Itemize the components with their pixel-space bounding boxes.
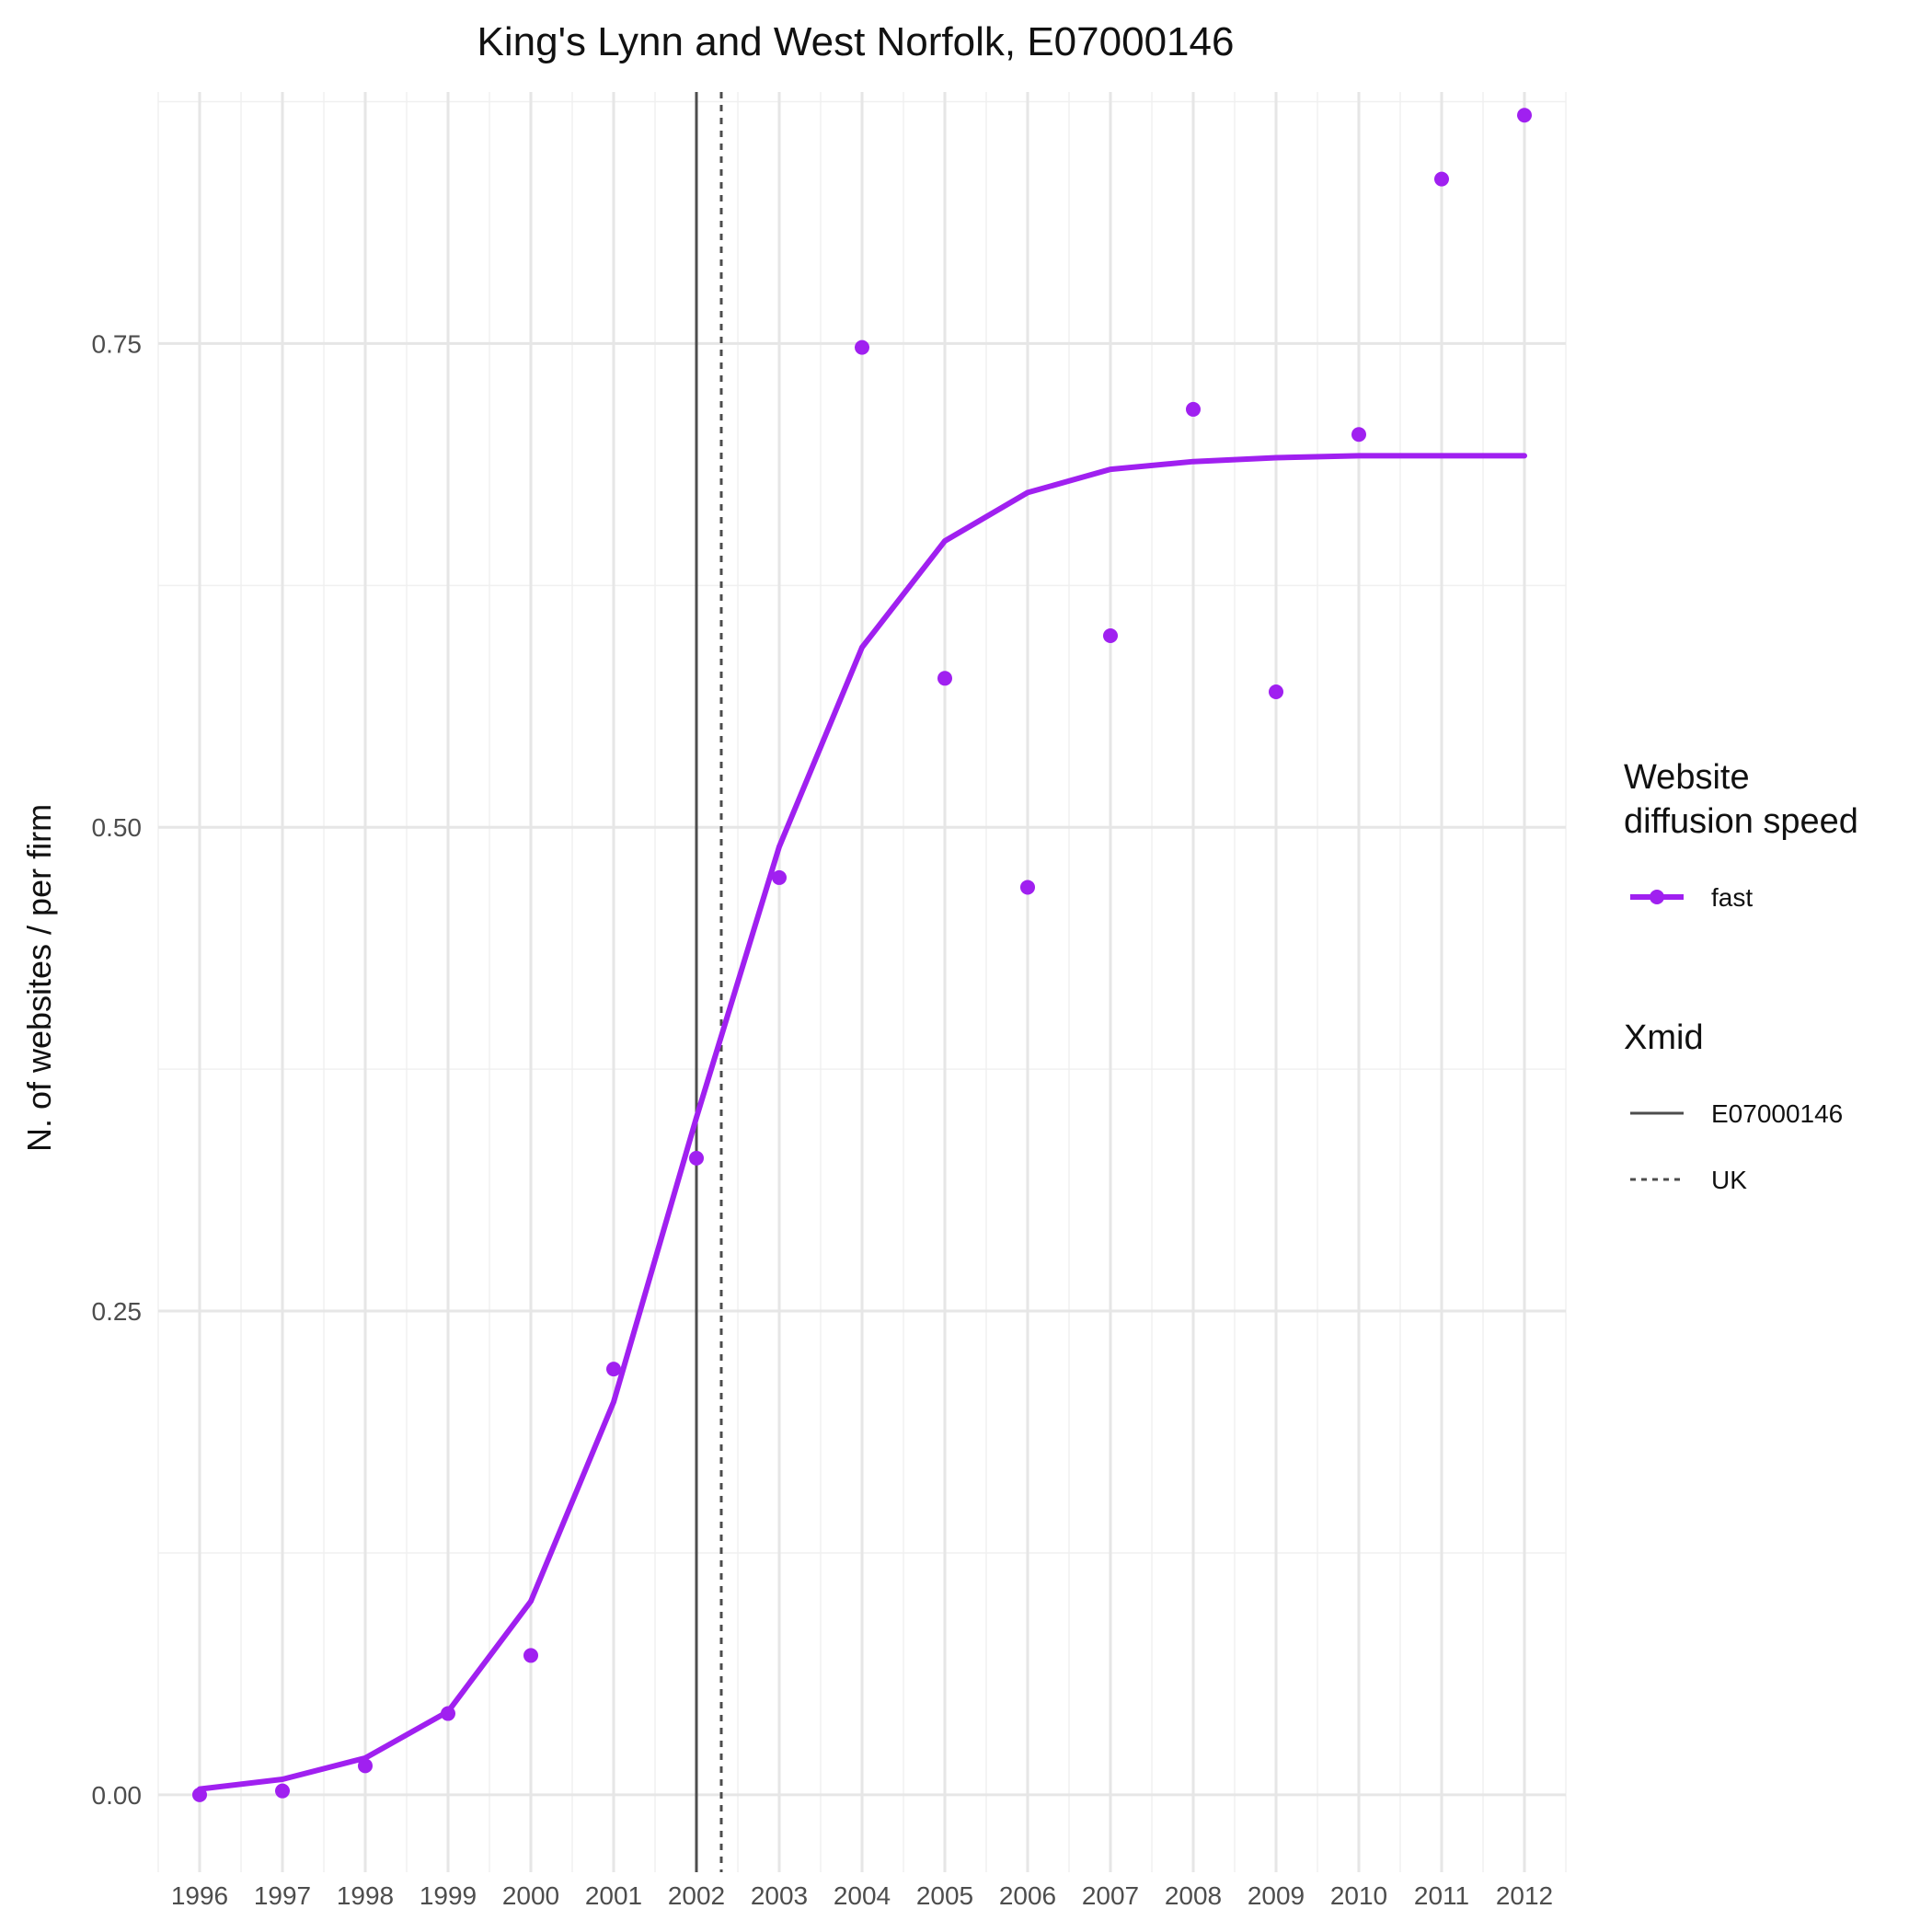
data-point-2006 bbox=[1020, 880, 1035, 895]
data-point-2003 bbox=[772, 869, 787, 885]
y-axis-title: N. of websites / per firm bbox=[20, 804, 58, 1152]
x-tick-label: 2000 bbox=[502, 1881, 559, 1910]
legend-group-xmid: Xmid E07000146 UK bbox=[1624, 1018, 1843, 1194]
x-tick-label: 2007 bbox=[1082, 1881, 1139, 1910]
legend-label-e07000146: E07000146 bbox=[1711, 1099, 1843, 1128]
legend-title-speed-line2: diffusion speed bbox=[1624, 802, 1858, 841]
legend: Website diffusion speed fast Xmid E07000… bbox=[1624, 758, 1858, 1194]
data-point-2008 bbox=[1186, 401, 1201, 417]
data-point-2010 bbox=[1351, 427, 1366, 443]
reference-lines bbox=[695, 92, 723, 1872]
x-tick-label: 2001 bbox=[585, 1881, 642, 1910]
x-tick-label: 2004 bbox=[834, 1881, 891, 1910]
data-point-2005 bbox=[937, 671, 952, 686]
legend-label-fast: fast bbox=[1711, 883, 1753, 912]
x-tick-label: 2005 bbox=[916, 1881, 973, 1910]
grid bbox=[157, 92, 1567, 1872]
data-point-1998 bbox=[358, 1758, 373, 1774]
x-tick-label: 2012 bbox=[1496, 1881, 1553, 1910]
y-tick-label: 0.50 bbox=[92, 813, 143, 842]
y-tick-label: 0.25 bbox=[92, 1297, 143, 1326]
legend-label-uk: UK bbox=[1711, 1166, 1747, 1194]
series bbox=[192, 108, 1532, 1802]
data-point-2012 bbox=[1517, 108, 1532, 123]
data-point-2011 bbox=[1434, 171, 1449, 187]
data-point-1999 bbox=[441, 1706, 455, 1721]
legend-title-xmid: Xmid bbox=[1624, 1018, 1704, 1057]
x-tick-label: 2008 bbox=[1165, 1881, 1222, 1910]
data-point-1996 bbox=[192, 1787, 207, 1802]
x-tick-label: 1997 bbox=[254, 1881, 311, 1910]
chart-title: King's Lynn and West Norfolk, E07000146 bbox=[477, 19, 1235, 64]
data-point-1997 bbox=[275, 1783, 290, 1799]
legend-group-speed: Website diffusion speed fast bbox=[1624, 758, 1858, 912]
series-line-fast bbox=[197, 453, 1527, 1792]
data-point-2000 bbox=[523, 1648, 538, 1663]
x-tick-label: 2003 bbox=[751, 1881, 808, 1910]
x-tick-label: 1999 bbox=[420, 1881, 477, 1910]
x-tick-label: 1996 bbox=[171, 1881, 228, 1910]
legend-title-speed-line1: Website bbox=[1624, 758, 1750, 797]
data-point-2002 bbox=[689, 1150, 704, 1166]
data-point-2007 bbox=[1103, 628, 1118, 644]
x-tick-label: 2006 bbox=[999, 1881, 1056, 1910]
y-tick-labels: 0.00 0.25 0.50 0.75 bbox=[92, 329, 143, 1809]
x-tick-label: 2002 bbox=[668, 1881, 725, 1910]
data-point-2001 bbox=[606, 1362, 621, 1377]
data-point-2009 bbox=[1269, 684, 1283, 700]
data-point-2004 bbox=[855, 339, 869, 355]
legend-key-fast-point bbox=[1650, 890, 1664, 904]
y-tick-label: 0.00 bbox=[92, 1781, 143, 1810]
x-tick-label: 2011 bbox=[1414, 1881, 1469, 1910]
x-tick-label: 2009 bbox=[1248, 1881, 1305, 1910]
x-tick-labels: 1996 1997 1998 1999 2000 2001 2002 2003 2004 2005… bbox=[171, 1881, 1553, 1910]
x-tick-label: 1998 bbox=[337, 1881, 394, 1910]
y-tick-label: 0.75 bbox=[92, 329, 143, 358]
x-tick-label: 2010 bbox=[1330, 1881, 1387, 1910]
